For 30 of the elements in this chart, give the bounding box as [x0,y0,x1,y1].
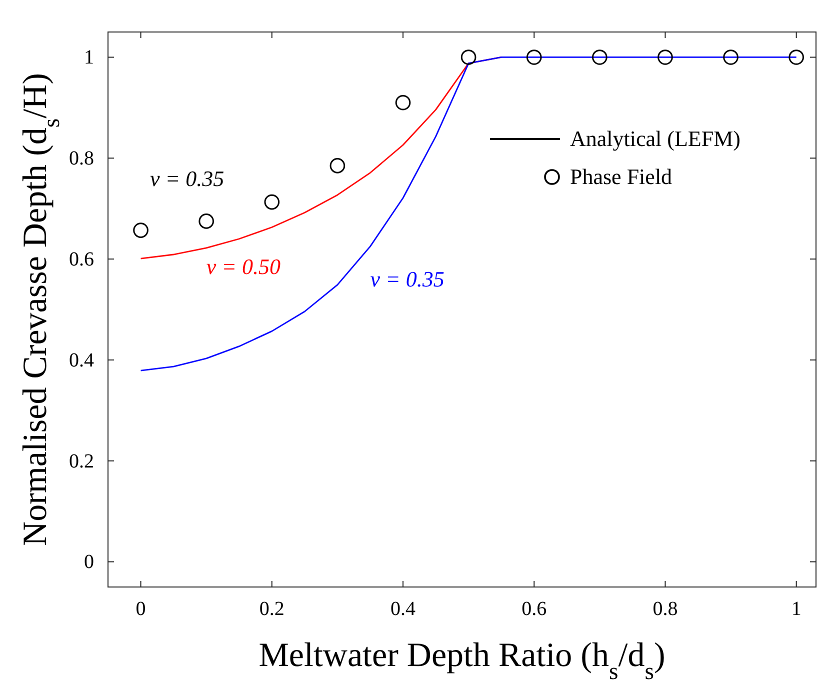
legend-label: Phase Field [570,164,672,189]
x-tick-label: 1 [791,598,802,620]
series-label: ν = 0.50 [206,254,280,279]
point [264,194,280,210]
point [133,222,148,238]
y-tick-label: 0 [84,551,94,574]
x-tick-label: 0 [136,598,146,620]
annotation: ν = 0.35 [150,166,224,191]
x-tick-label: 0.8 [652,598,678,620]
point [460,50,476,65]
y-tick-label: 0.4 [69,349,94,372]
point [198,214,214,229]
y-tick-label: 0.6 [69,248,94,270]
point [526,50,542,65]
x-axis-title: Meltwater Depth Ratio (h$_{s}$/d$_{s}$) [258,637,666,680]
series-label: ν = 0.35 [370,266,444,292]
y-tick-label: 0.8 [69,148,94,170]
point [330,158,346,174]
x-tick-label: 0.2 [259,598,284,620]
x-tick-label: 0.4 [390,598,416,620]
point [788,50,804,65]
point [395,94,411,110]
legend-label: Analytical (LEFM) [570,126,740,151]
y-tick-label: 0.2 [69,450,94,472]
point [723,50,738,65]
point [592,50,608,65]
y-tick-label: 1 [84,46,94,69]
x-tick-label: 0.6 [522,598,547,620]
point [658,50,673,65]
line-series [140,56,798,372]
